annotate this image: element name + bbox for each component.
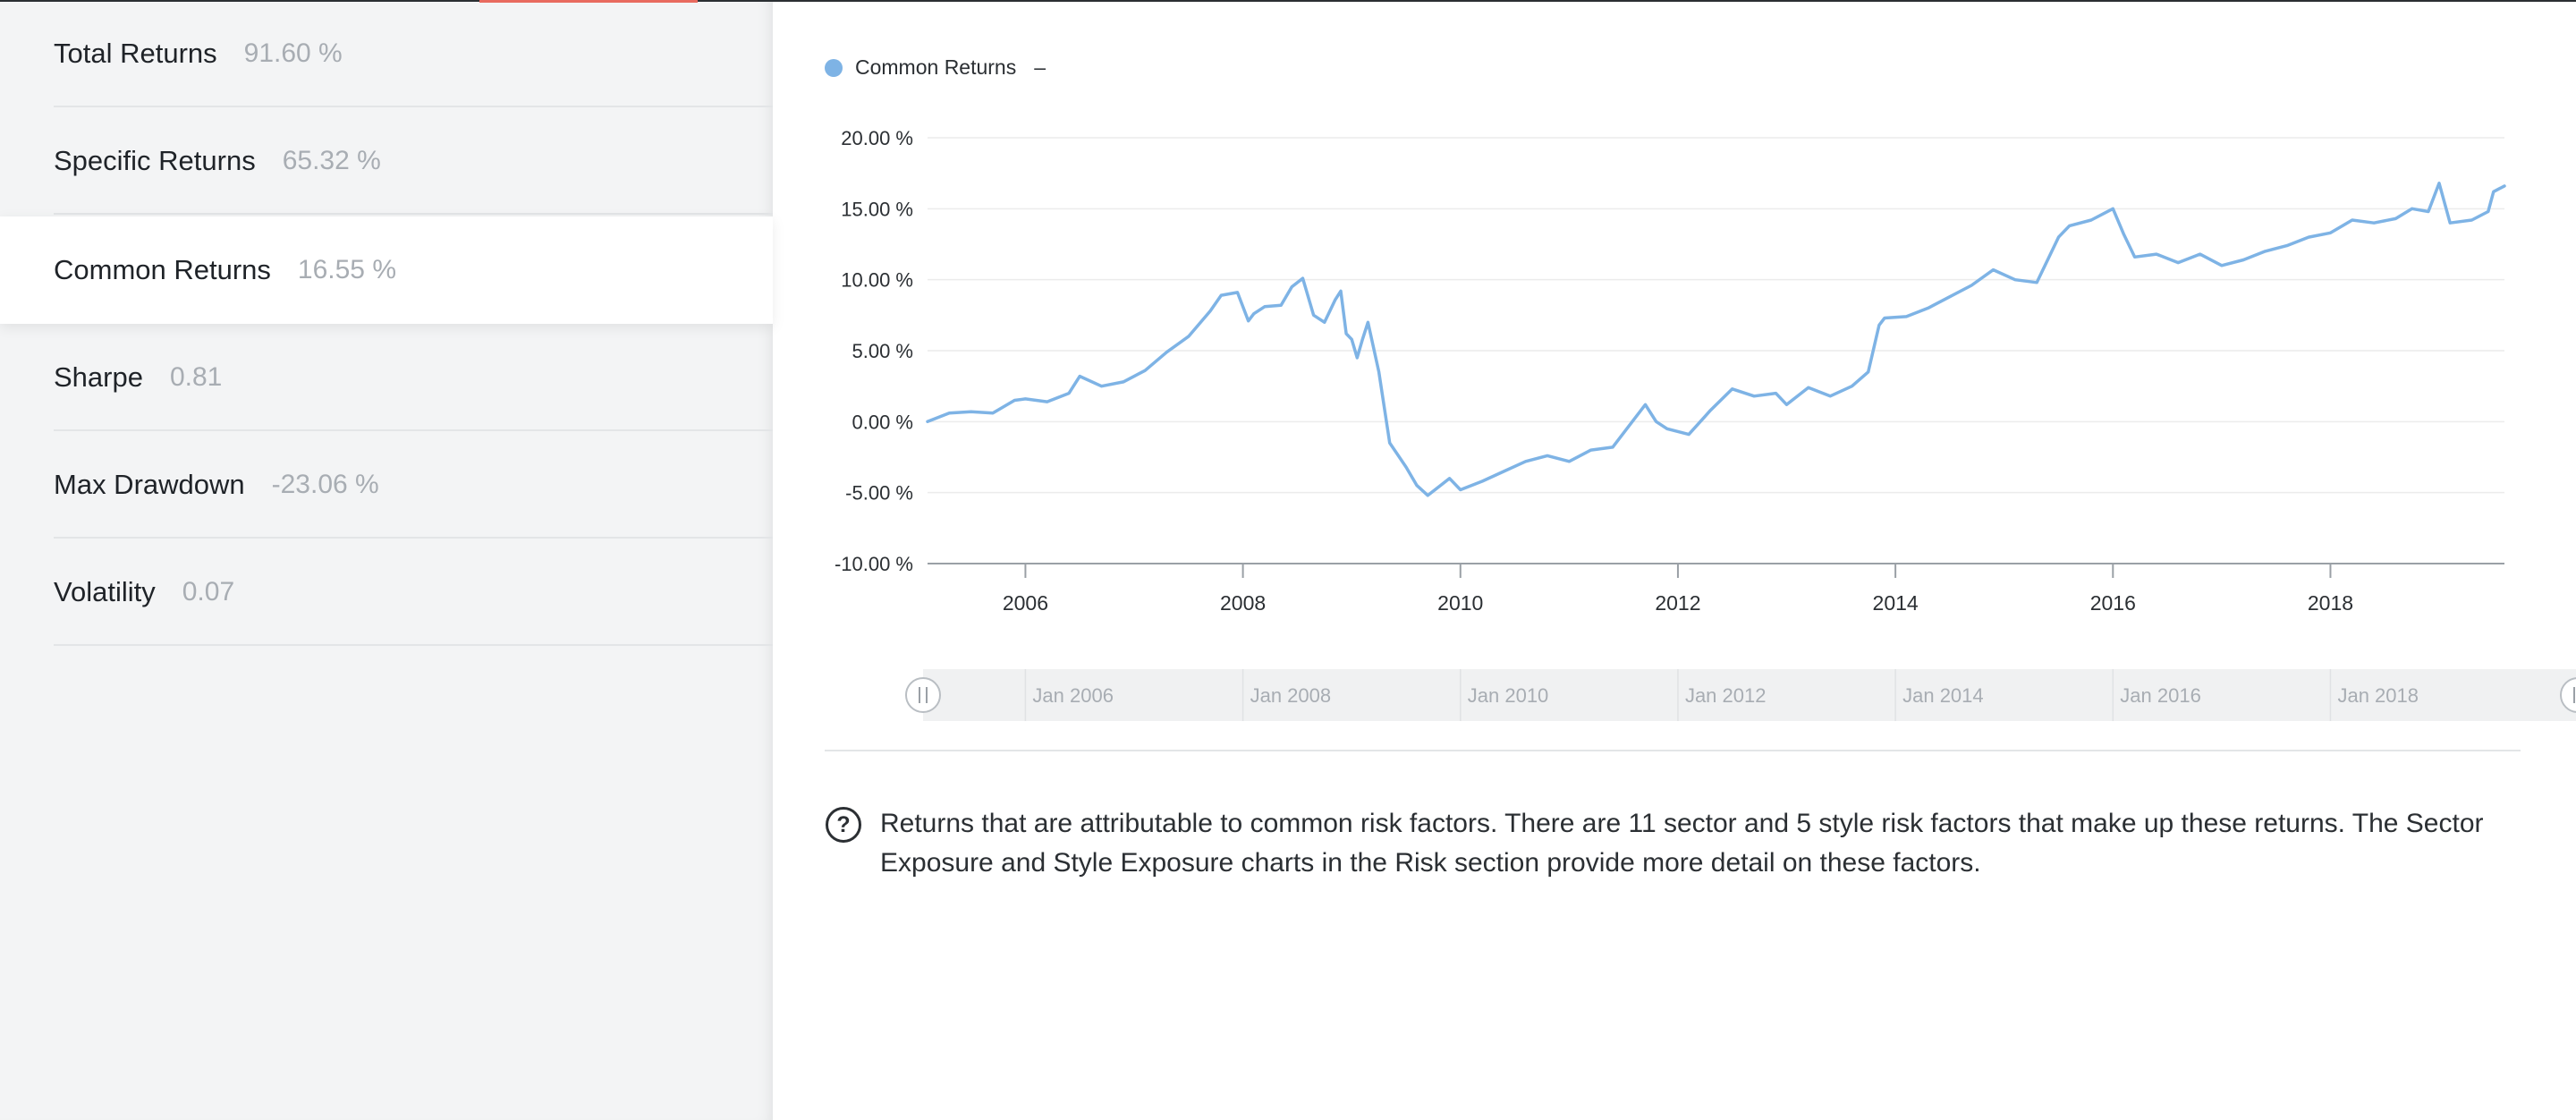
x-tick-label: 2014 [1873, 591, 1919, 615]
chart-panel: Common Returns – -10.00 % -5.00 % 0.00 % 5.… [773, 0, 2576, 1120]
help-icon[interactable]: ? [826, 807, 861, 843]
x-tick-label: 2006 [1003, 591, 1048, 615]
navigator-handle-left[interactable] [905, 677, 941, 713]
series-layer [926, 182, 2506, 497]
section-divider [825, 750, 2521, 751]
range-navigator: Jan 2006 Jan 2008 Jan 2010 Jan 2012 Jan 2014… [905, 669, 2576, 721]
tab-indicator [479, 0, 698, 3]
metrics-sidebar: Total Returns 91.60 % Specific Returns 6… [0, 0, 773, 1120]
navigator-label: Jan 2010 [1468, 684, 1549, 707]
x-tick-label: 2016 [2090, 591, 2136, 615]
navigator-label: Jan 2006 [1032, 684, 1114, 707]
metric-value: 16.55 % [297, 255, 397, 284]
metric-value: 0.81 [169, 362, 223, 392]
line-chart: -10.00 % -5.00 % 0.00 % 5.00 % 10.00 % 15.00 … [835, 127, 2576, 721]
metric-value: -23.06 % [271, 470, 379, 499]
legend-marker [825, 58, 843, 77]
metric-label: Sharpe [54, 361, 143, 393]
series-line-common-returns [926, 182, 2506, 497]
navigator-track [923, 669, 2576, 721]
legend-value: – [1034, 55, 1046, 79]
grid-lines [928, 137, 2504, 494]
metric-value: 65.32 % [282, 146, 381, 175]
y-tick-label: 20.00 % [841, 127, 913, 149]
y-tick-label: 10.00 % [841, 269, 913, 292]
metric-common-returns[interactable]: Common Returns 16.55 % [0, 216, 773, 324]
x-tick-label: 2018 [2308, 591, 2353, 615]
x-tick-label: 2012 [1655, 591, 1700, 615]
metric-volatility[interactable]: Volatility 0.07 [0, 539, 773, 646]
metric-specific-returns[interactable]: Specific Returns 65.32 % [0, 107, 773, 215]
metric-total-returns[interactable]: Total Returns 91.60 % [0, 0, 773, 107]
metric-label: Specific Returns [54, 145, 256, 176]
y-tick-label: -10.00 % [835, 553, 913, 575]
metric-sharpe[interactable]: Sharpe 0.81 [0, 324, 773, 431]
chart-legend[interactable]: Common Returns – [825, 55, 1046, 80]
navigator-handle-right[interactable] [2560, 677, 2576, 713]
top-border [0, 0, 2576, 2]
x-tick-label: 2010 [1437, 591, 1483, 615]
metric-label: Common Returns [54, 254, 271, 285]
x-axis-ticks: 2006 2008 2010 2012 2014 2016 2018 [928, 563, 2504, 615]
metric-value: 91.60 % [243, 38, 343, 68]
metric-value: 0.07 [182, 577, 235, 607]
navigator-label: Jan 2012 [1685, 684, 1767, 707]
handle-circle [905, 677, 941, 713]
y-tick-label: 0.00 % [852, 411, 914, 433]
metric-label: Volatility [54, 576, 156, 607]
metric-max-drawdown[interactable]: Max Drawdown -23.06 % [0, 431, 773, 539]
y-tick-label: -5.00 % [845, 482, 913, 505]
metric-label: Total Returns [54, 38, 217, 69]
navigator-label: Jan 2018 [2337, 684, 2419, 707]
navigator-label: Jan 2016 [2120, 684, 2201, 707]
y-tick-label: 15.00 % [841, 198, 913, 220]
y-tick-label: 5.00 % [852, 340, 914, 362]
navigator-label: Jan 2014 [1902, 684, 1984, 707]
y-axis-ticks: -10.00 % -5.00 % 0.00 % 5.00 % 10.00 % 15.00 … [835, 127, 913, 575]
handle-circle [2560, 677, 2576, 713]
metric-label: Max Drawdown [54, 469, 245, 500]
metric-description: Returns that are attributable to common … [880, 809, 2484, 878]
legend-label: Common Returns [855, 55, 1017, 79]
x-tick-label: 2008 [1220, 591, 1266, 615]
navigator-label: Jan 2008 [1250, 684, 1332, 707]
